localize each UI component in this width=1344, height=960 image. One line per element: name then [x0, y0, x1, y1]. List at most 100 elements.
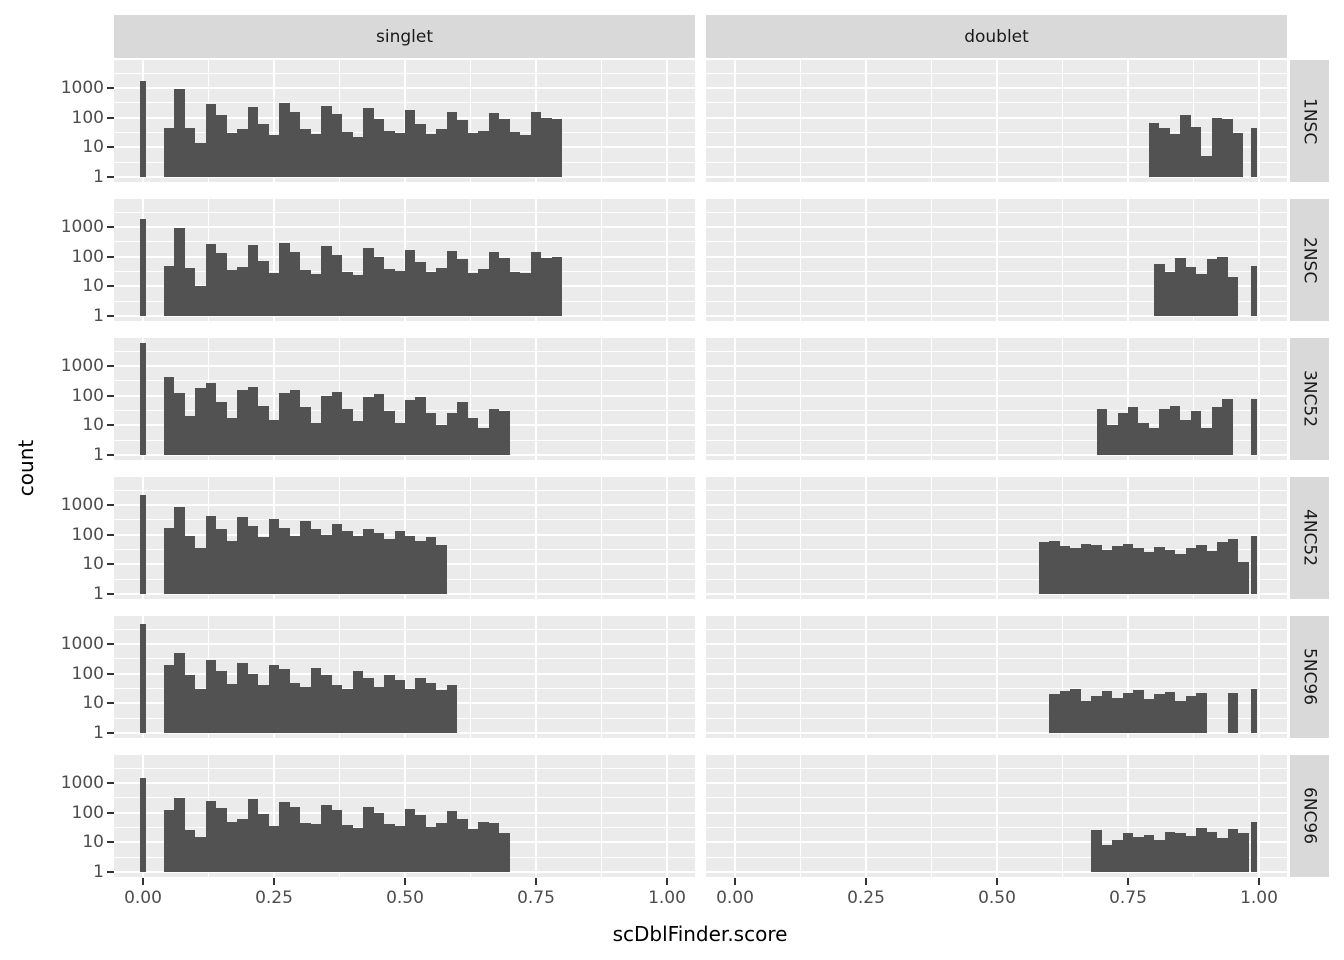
histogram-bar [520, 273, 531, 316]
histogram-bar [415, 396, 426, 455]
gridline-major-vertical [996, 755, 998, 877]
facet-row-strip-3NC52: 3NC52 [1290, 338, 1329, 460]
gridline-minor-vertical [601, 755, 602, 877]
panel-singlet-2NSC [114, 199, 695, 321]
facet-row-strip-4NC52: 4NC52 [1290, 477, 1329, 599]
gridline-major-horizontal [114, 732, 695, 734]
histogram-bar [205, 660, 217, 733]
y-tick-mark [107, 642, 114, 645]
histogram-bar [1070, 689, 1081, 733]
histogram-bar [394, 133, 405, 177]
histogram-bar [488, 822, 500, 872]
histogram-bar [373, 812, 385, 872]
panel-singlet-4NC52 [114, 477, 695, 599]
histogram-bar [457, 258, 468, 316]
histogram-bar [1049, 541, 1060, 594]
histogram-bar [258, 405, 269, 455]
gridline-minor-vertical [800, 616, 801, 738]
gridline-major-vertical [535, 477, 537, 599]
histogram-bar [1196, 274, 1207, 316]
histogram-bar [216, 808, 227, 872]
x-tick-mark [734, 878, 736, 885]
y-tick-mark [107, 146, 114, 149]
gridline-major-horizontal [706, 364, 1287, 367]
histogram-bar [226, 541, 238, 594]
histogram-bar [1227, 693, 1239, 733]
y-tick-mark [107, 176, 114, 178]
histogram-bar [478, 428, 489, 455]
histogram-bar [300, 129, 311, 177]
histogram-bar [163, 810, 175, 872]
histogram-bar [467, 417, 479, 455]
histogram-bar [352, 420, 364, 455]
histogram-bar [174, 227, 185, 316]
histogram-bar [1070, 548, 1081, 594]
histogram-bar [247, 526, 259, 594]
gridline-major-vertical [865, 60, 867, 182]
y-tick-label: 1 [93, 584, 104, 604]
gridline-major-vertical [273, 755, 275, 877]
histogram-bar [425, 134, 437, 177]
histogram-bar [174, 653, 185, 733]
histogram-bar [258, 813, 269, 872]
histogram-bar [1122, 544, 1134, 594]
gridline-major-horizontal [114, 454, 695, 456]
gridline-major-vertical [734, 616, 736, 738]
y-tick-label: 10 [82, 415, 104, 436]
gridline-minor-vertical [470, 338, 471, 460]
histogram-bar [300, 270, 311, 316]
histogram-bar [331, 392, 343, 455]
histogram-bar [258, 261, 269, 316]
y-tick-label: 1000 [60, 494, 104, 515]
histogram-bar [436, 822, 447, 872]
histogram-bar [331, 255, 343, 316]
histogram-bar [184, 535, 196, 594]
y-tick-mark [107, 394, 114, 397]
histogram-bar [226, 821, 238, 872]
y-tick-mark [107, 781, 114, 784]
histogram-bar [425, 537, 437, 594]
histogram-bar [509, 272, 521, 316]
y-tick-label: 1000 [60, 355, 104, 376]
gridline-major-vertical [865, 338, 867, 460]
histogram-bar [321, 534, 332, 594]
y-tick-label: 10 [82, 554, 104, 575]
histogram-bar [1112, 839, 1123, 872]
histogram-bar [268, 420, 280, 455]
histogram-bar [184, 674, 196, 733]
histogram-bar [205, 244, 217, 316]
histogram-bar [488, 409, 500, 455]
gridline-major-vertical [734, 60, 736, 182]
histogram-bar [1222, 118, 1233, 177]
histogram-bar [1112, 546, 1123, 594]
x-tick-mark [1127, 878, 1129, 885]
histogram-bar [541, 257, 552, 316]
histogram-bar [184, 268, 196, 316]
histogram-bar [394, 826, 405, 872]
histogram-bar [279, 243, 290, 316]
histogram-bar [195, 286, 206, 316]
gridline-major-vertical [1258, 338, 1260, 460]
gridline-minor-vertical [800, 199, 801, 321]
histogram-bar [279, 393, 290, 455]
y-tick-mark [107, 364, 114, 367]
histogram-bar [352, 535, 364, 594]
gridline-major-horizontal [114, 593, 695, 595]
histogram-bar [1175, 554, 1186, 594]
histogram-bar [237, 390, 248, 455]
histogram-bar [289, 535, 301, 594]
y-tick-mark [107, 503, 114, 506]
histogram-bar [446, 111, 458, 177]
histogram-bar [363, 108, 374, 177]
facet-row-strip-6NC96: 6NC96 [1290, 755, 1329, 877]
histogram-bar [268, 519, 280, 594]
histogram-bar [520, 134, 531, 177]
histogram-bar [1080, 543, 1092, 594]
histogram-bar [425, 682, 437, 733]
histogram-bar [321, 805, 332, 872]
gridline-major-vertical [865, 477, 867, 599]
histogram-bar [342, 409, 353, 455]
gridline-major-horizontal [706, 146, 1287, 149]
gridline-minor-vertical [1062, 616, 1063, 738]
y-tick-mark [107, 702, 114, 705]
